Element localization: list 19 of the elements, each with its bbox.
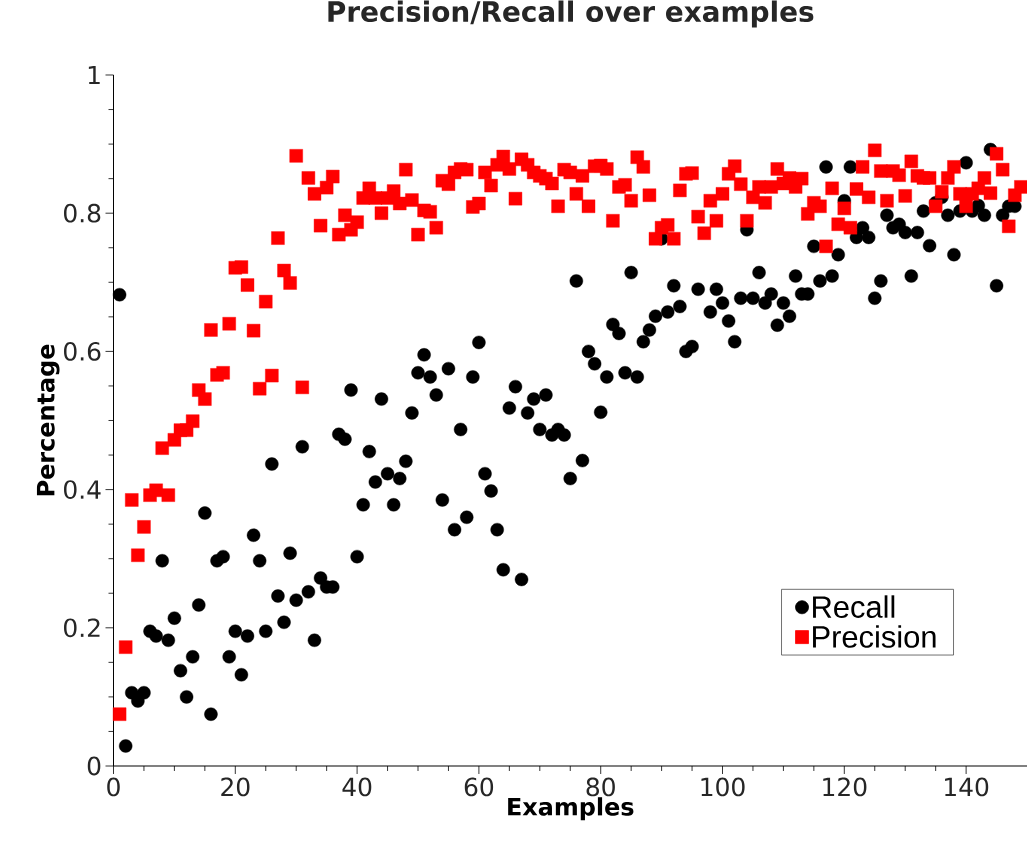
x-tick-label: 140 (945, 777, 989, 797)
chart-title: Precision/Recall over examples (328, 0, 814, 28)
y-tick-label: 0.8 (64, 203, 101, 223)
y-tick-label: 0 (87, 756, 101, 776)
x-tick-label: 100 (701, 777, 745, 797)
x-tick-label: 120 (823, 777, 867, 797)
x-tick-label: 40 (342, 777, 372, 797)
y-tick-label: 0.2 (64, 618, 100, 638)
y-tick-label: 0.4 (64, 480, 101, 500)
x-tick-label: 20 (221, 777, 250, 797)
y-tick-label: 0.6 (64, 341, 101, 361)
y-axis-title: Percentage (36, 344, 60, 496)
x-tick-label: 60 (464, 777, 494, 797)
x-tick-label: 80 (586, 777, 615, 797)
y-tick-label: 1 (88, 65, 100, 85)
legend-label: Precision (813, 625, 936, 648)
legend-label: Recall (813, 595, 895, 618)
x-axis-title: Examples (508, 797, 634, 821)
x-tick-label: 0 (107, 777, 120, 797)
